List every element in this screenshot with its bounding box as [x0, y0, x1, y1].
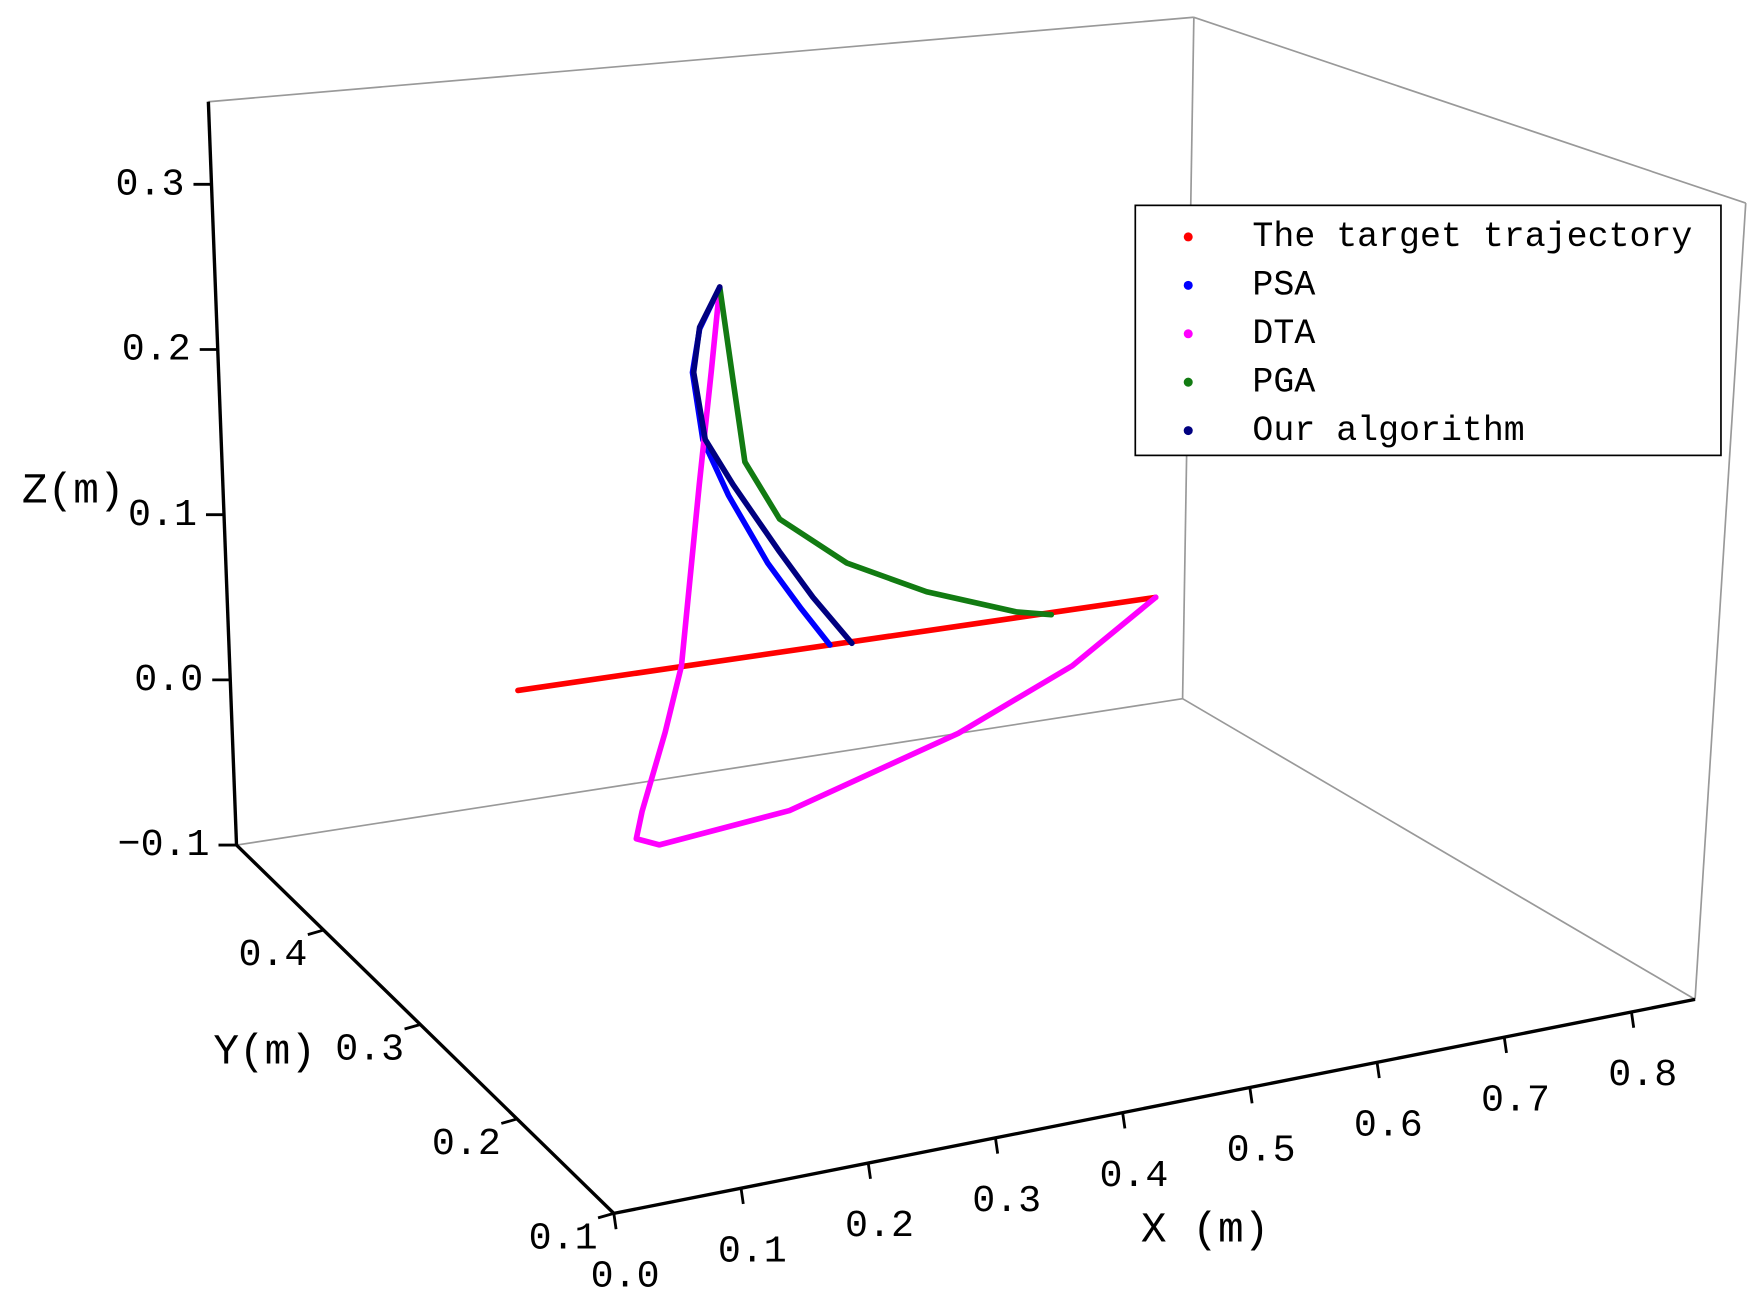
x-tick-label: 0.6: [1354, 1105, 1423, 1148]
x-tick-label: 0.2: [845, 1205, 914, 1248]
legend-marker: [1183, 232, 1193, 242]
box-edge: [1193, 16, 1747, 204]
y-axis: [235, 843, 616, 1215]
box: [208, 16, 1747, 1001]
z-tick-label: 0.3: [116, 163, 185, 206]
y-axis-label: Y(m): [213, 1028, 316, 1077]
series-line: [633, 284, 1159, 848]
y-tick-label: 0.3: [335, 1028, 404, 1071]
plot: 0.00.10.20.30.40.50.60.70.80.10.20.30.4−…: [116, 163, 1678, 1298]
legend-marker: [1183, 377, 1193, 387]
z-axis-label: Z(m): [22, 467, 125, 516]
x-tick: [1375, 1062, 1381, 1079]
x-tick: [739, 1188, 745, 1205]
y-tick: [404, 1023, 421, 1031]
legend-label: Our algorithm: [1252, 412, 1524, 451]
x-tick-label: 0.4: [1099, 1155, 1168, 1198]
x-tick: [612, 1213, 618, 1230]
legend-box: [1134, 204, 1722, 457]
y-tick: [597, 1212, 615, 1220]
legend-label: The target trajectory: [1252, 218, 1692, 257]
z-tick-label: −0.1: [118, 824, 210, 867]
series-line: [515, 594, 1159, 694]
box-edge: [1182, 697, 1696, 1001]
legend-marker: [1183, 329, 1193, 339]
legend-marker: [1183, 280, 1193, 290]
y-tick-label: 0.2: [432, 1123, 501, 1166]
series-line: [716, 284, 1055, 618]
y-tick-label: 0.4: [238, 934, 307, 977]
legend-label: DTA: [1252, 315, 1315, 354]
x-tick-label: 0.8: [1608, 1054, 1677, 1097]
axes: [206, 101, 1696, 1216]
z-tick-label: 0.2: [122, 329, 191, 372]
z-axis: [206, 101, 239, 846]
x-tick-label: 0.5: [1227, 1130, 1296, 1173]
box-edge: [236, 697, 1183, 846]
legend-label: PSA: [1252, 267, 1315, 306]
x-tick: [1502, 1036, 1508, 1054]
legend-marker: [1183, 426, 1193, 436]
y-tick-label: 0.1: [529, 1217, 598, 1260]
x-tick-label: 0.7: [1481, 1079, 1550, 1122]
x-tick-label: 0.0: [591, 1256, 660, 1299]
x-tick: [1630, 1011, 1636, 1028]
z-tick-label: 0.0: [134, 659, 203, 702]
y-tick: [500, 1117, 518, 1125]
x-axis: [613, 997, 1696, 1216]
legend: The target trajectory PSA DTA PGA Our algori…: [1134, 204, 1722, 457]
x-tick-label: 0.1: [718, 1230, 787, 1273]
series-line: [690, 284, 855, 647]
x-tick-label: 0.3: [972, 1180, 1041, 1223]
x-tick: [1121, 1112, 1127, 1129]
y-tick: [307, 928, 324, 936]
box-edge: [1694, 203, 1747, 1000]
box-edge: [208, 16, 1194, 103]
x-tick: [1248, 1087, 1254, 1104]
z-tick-label: 0.1: [128, 494, 197, 537]
x-tick: [994, 1137, 1000, 1154]
x-tick: [866, 1162, 872, 1179]
legend-label: PGA: [1252, 363, 1315, 402]
x-axis-label: X (m): [1141, 1206, 1269, 1255]
